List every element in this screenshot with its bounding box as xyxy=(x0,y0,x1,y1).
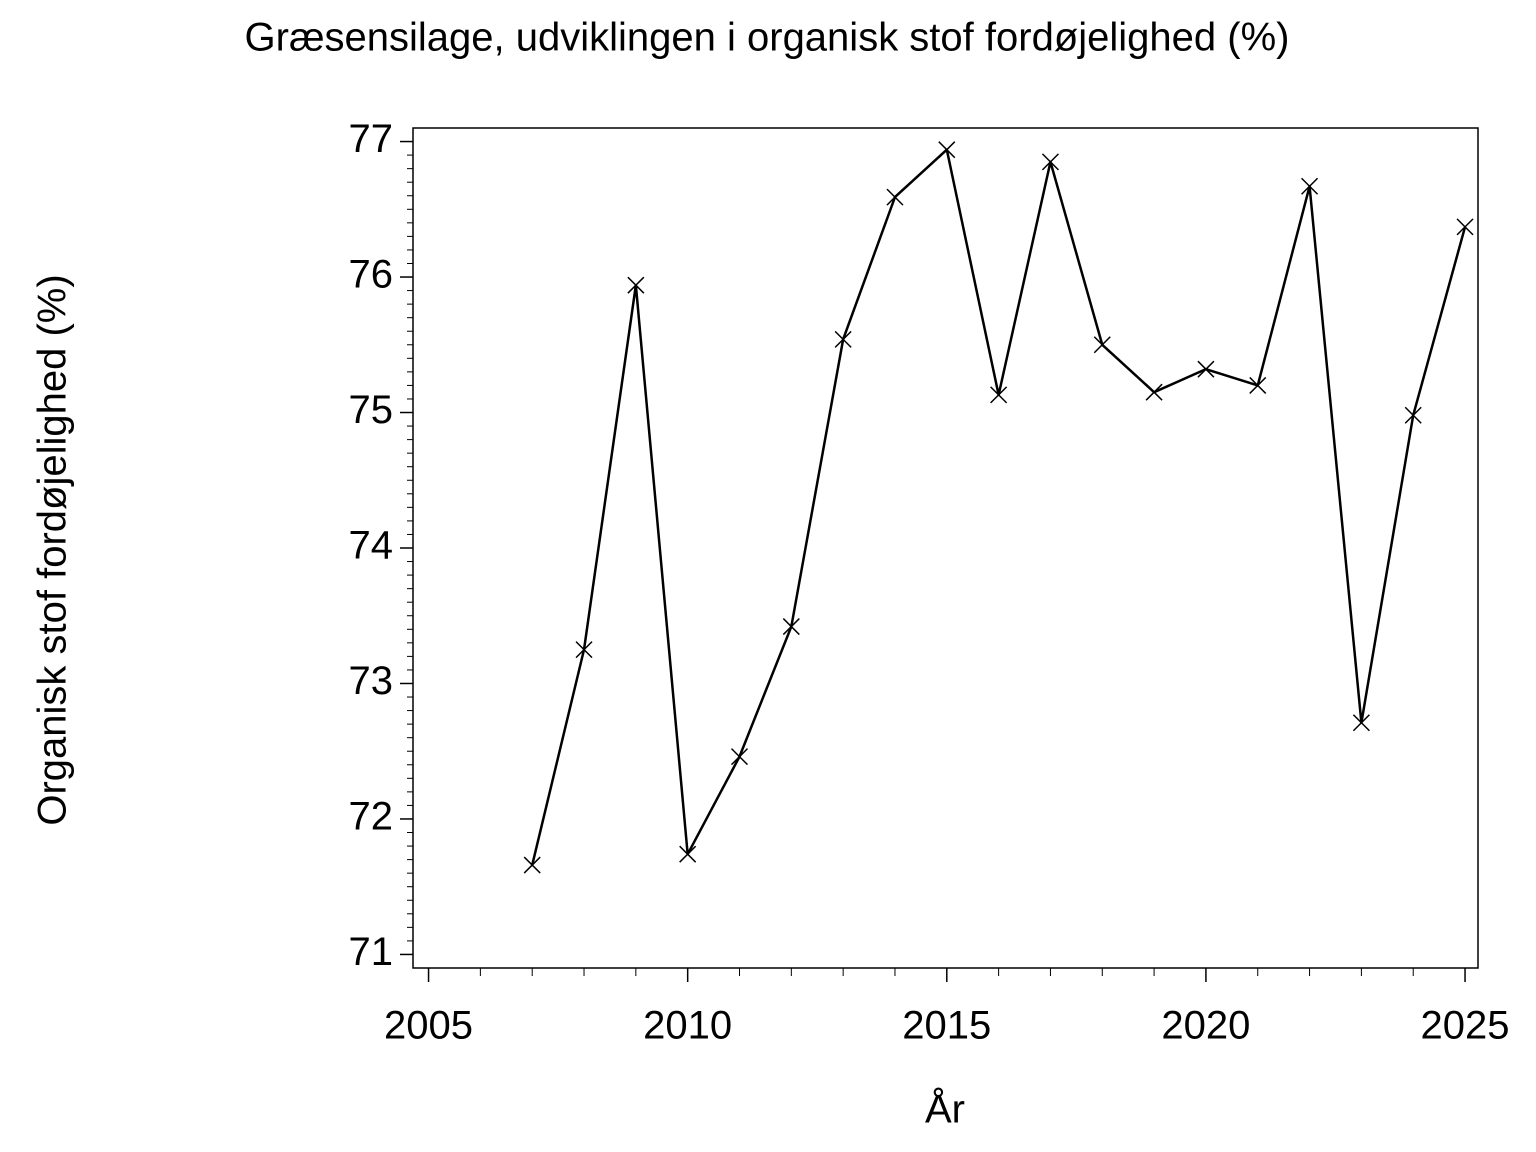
y-tick-label: 75 xyxy=(349,388,394,432)
point-marker xyxy=(834,330,852,348)
point-marker xyxy=(938,141,956,159)
point-marker xyxy=(730,748,749,766)
point-marker xyxy=(679,845,697,863)
point-marker xyxy=(575,641,593,659)
point-marker xyxy=(1197,360,1215,378)
plot-frame xyxy=(412,127,1479,969)
x-axis-label: År xyxy=(925,1087,965,1132)
point-marker xyxy=(1404,406,1422,424)
y-tick-label: 74 xyxy=(349,524,394,568)
point-marker xyxy=(1352,714,1370,732)
point-marker xyxy=(1093,336,1111,354)
y-tick-label: 73 xyxy=(349,659,394,703)
chart-title: Græsensilage, udviklingen i organisk sto… xyxy=(245,16,1290,60)
x-tick-label: 2025 xyxy=(1421,1004,1510,1048)
point-marker xyxy=(782,618,800,636)
point-marker xyxy=(1456,218,1474,236)
y-tick-label: 71 xyxy=(349,930,394,974)
point-marker xyxy=(523,856,541,874)
point-marker xyxy=(1145,383,1163,401)
point-marker xyxy=(886,188,904,206)
x-tick-label: 2015 xyxy=(902,1004,991,1048)
x-tick-label: 2005 xyxy=(384,1004,473,1048)
x-tick-label: 2020 xyxy=(1161,1004,1250,1048)
point-marker xyxy=(990,386,1008,404)
y-tick-label: 72 xyxy=(349,795,394,839)
point-marker xyxy=(627,276,645,294)
point-marker xyxy=(1249,376,1267,394)
line-series xyxy=(530,148,1467,866)
point-marker xyxy=(1301,177,1319,195)
y-tick-label: 77 xyxy=(349,117,394,161)
point-marker xyxy=(1041,153,1059,171)
y-tick-label: 76 xyxy=(349,253,394,297)
y-axis-label: Organisk stof fordøjelighed (%) xyxy=(31,274,75,825)
x-tick-label: 2010 xyxy=(643,1004,732,1048)
